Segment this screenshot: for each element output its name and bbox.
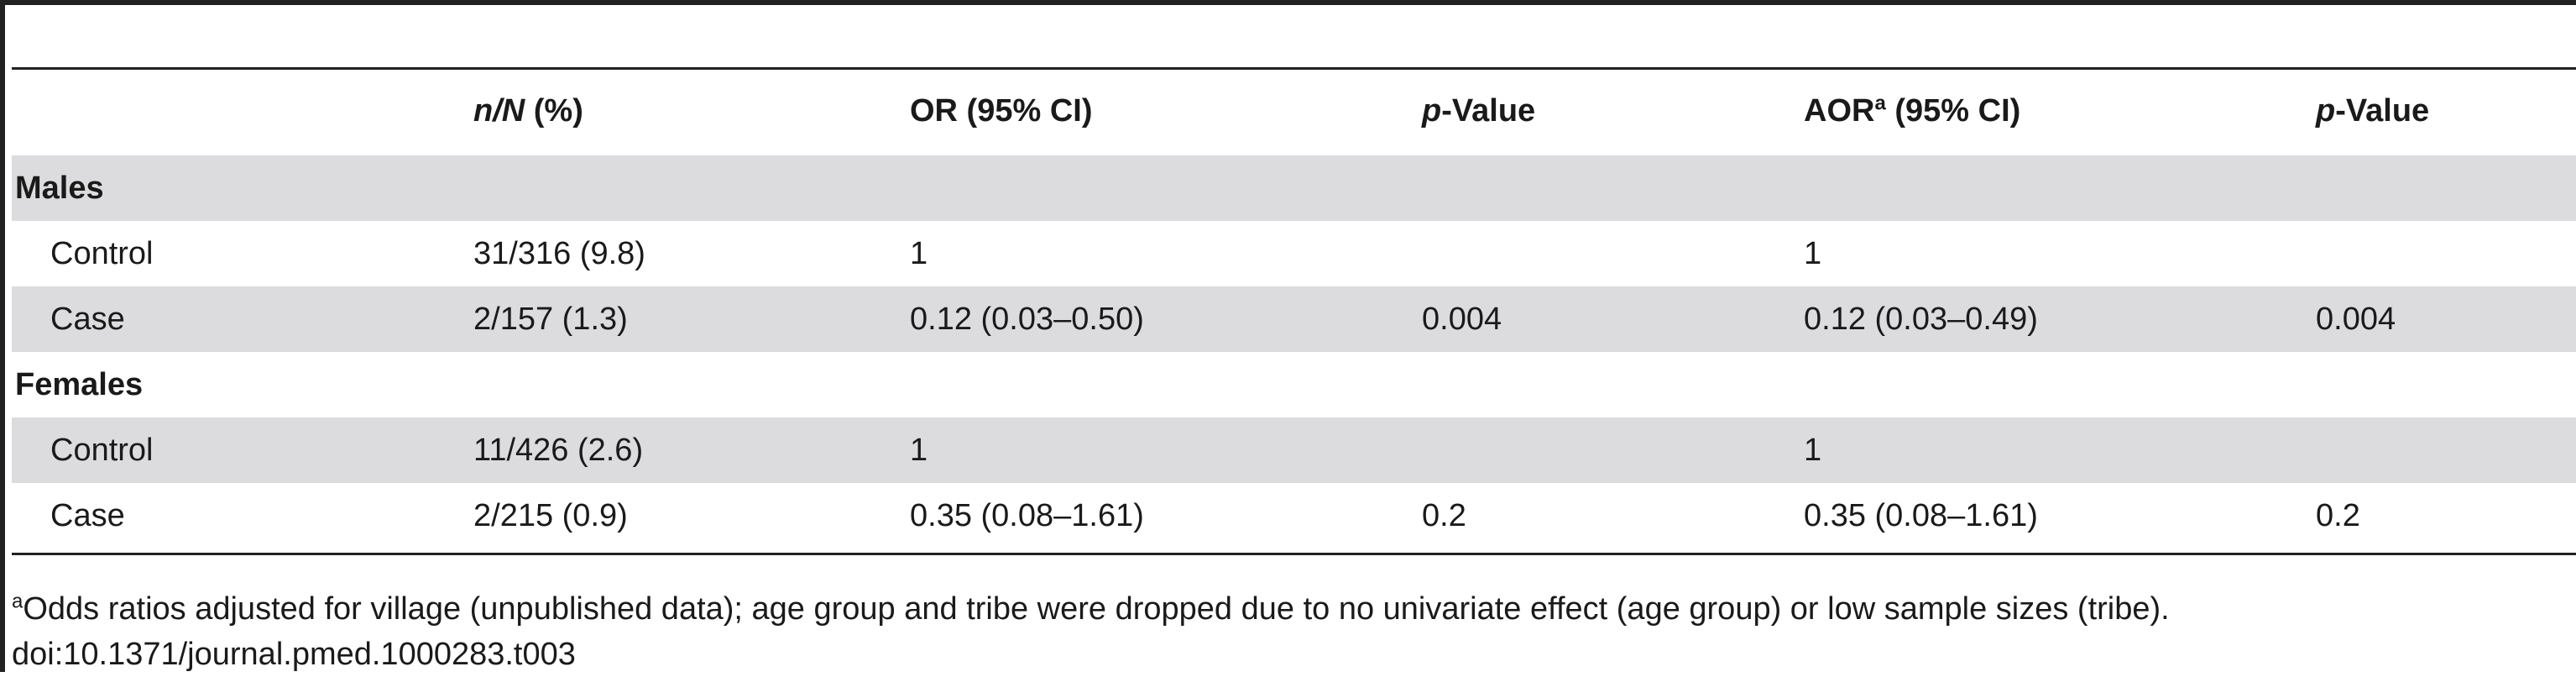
table-bottom-rule — [12, 553, 2576, 555]
header-p-value-adjusted: p-Value — [2316, 67, 2576, 155]
section-label-males: Males — [15, 170, 104, 206]
cell-aor: 1 — [1804, 235, 1822, 271]
table-footnote: aOdds ratios adjusted for village (unpub… — [12, 586, 2170, 677]
cell-or: 1 — [910, 432, 928, 468]
table-row: Control 11/426 (2.6) 1 1 — [12, 417, 2576, 483]
doi-text: doi:10.1371/journal.pmed.1000283.t003 — [12, 637, 576, 672]
header-p2-rest: -Value — [2335, 93, 2430, 129]
cell-aor: 0.35 (0.08–1.61) — [1804, 497, 2038, 533]
cell-n-n: 11/426 (2.6) — [473, 432, 644, 468]
section-row-males: Males — [12, 155, 2576, 221]
cell-p — [1422, 417, 1804, 483]
cell-group: Case — [50, 497, 125, 533]
footnote-marker: a — [12, 590, 24, 613]
footnote-body: Odds ratios adjusted for village (unpubl… — [23, 591, 2170, 627]
footnote-text: aOdds ratios adjusted for village (unpub… — [12, 586, 2170, 632]
results-table: n/N (%) OR (95% CI) p-Value AORa (95% CI… — [12, 67, 2576, 548]
header-p-italic: p — [1422, 93, 1442, 129]
section-row-females: Females — [12, 352, 2576, 417]
header-aor-rest: (95% CI) — [1885, 93, 2021, 129]
cell-or: 0.35 (0.08–1.61) — [910, 497, 1144, 533]
cell-p — [1422, 221, 1804, 286]
header-p2-italic: p — [2316, 93, 2336, 129]
cell-n-n: 31/316 (9.8) — [473, 235, 645, 271]
cell-p-adj: 0.2 — [2316, 497, 2360, 533]
cell-n-n: 2/157 (1.3) — [473, 301, 628, 337]
cell-p: 0.004 — [1422, 301, 1502, 337]
left-border — [0, 0, 5, 672]
cell-aor: 0.12 (0.03–0.49) — [1804, 301, 2038, 337]
header-group — [12, 67, 473, 155]
cell-n-n: 2/215 (0.9) — [473, 497, 628, 533]
table-row: Case 2/157 (1.3) 0.12 (0.03–0.50) 0.004 … — [12, 286, 2576, 352]
section-label-females: Females — [15, 366, 144, 402]
header-aor: AORa (95% CI) — [1804, 67, 2316, 155]
cell-p: 0.2 — [1422, 497, 1466, 533]
table-row: Control 31/316 (9.8) 1 1 — [12, 221, 2576, 286]
header-n-n-italic: n/N — [473, 93, 525, 129]
cell-aor: 1 — [1804, 432, 1822, 468]
table-row: Case 2/215 (0.9) 0.35 (0.08–1.61) 0.2 0.… — [12, 483, 2576, 548]
cell-p-adj — [2316, 417, 2576, 483]
cell-or: 0.12 (0.03–0.50) — [910, 301, 1144, 337]
header-p-value: p-Value — [1422, 67, 1804, 155]
table-top-rule — [12, 67, 2576, 70]
header-bottom-rule — [12, 155, 2576, 158]
header-n-n-rest: (%) — [525, 93, 583, 129]
cell-or: 1 — [910, 235, 928, 271]
cell-p-adj: 0.004 — [2316, 301, 2396, 337]
cell-group: Control — [50, 432, 154, 468]
header-aor-main: AOR — [1804, 93, 1875, 129]
cell-group: Control — [50, 235, 154, 271]
header-row: n/N (%) OR (95% CI) p-Value AORa (95% CI… — [12, 67, 2576, 155]
header-or: OR (95% CI) — [910, 93, 1093, 129]
header-n-n: n/N (%) — [473, 67, 910, 155]
top-border — [0, 0, 2576, 5]
cell-p-adj — [2316, 221, 2576, 286]
header-p-rest: -Value — [1441, 93, 1536, 129]
header-aor-sup: a — [1874, 92, 1886, 115]
cell-group: Case — [50, 301, 125, 337]
